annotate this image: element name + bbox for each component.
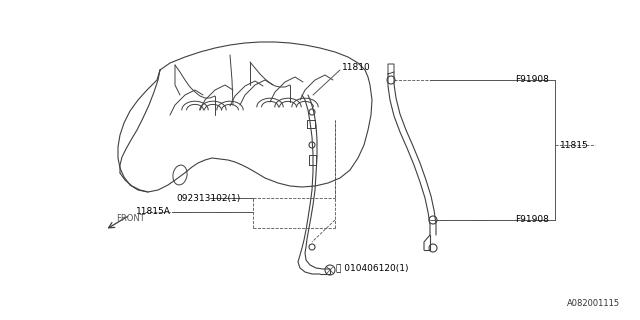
Text: Ⓑ 010406120(1): Ⓑ 010406120(1) xyxy=(336,263,408,273)
Text: A082001115: A082001115 xyxy=(567,299,620,308)
Text: 092313102(1): 092313102(1) xyxy=(176,194,240,203)
Text: 11815A: 11815A xyxy=(136,207,171,217)
Text: F91908: F91908 xyxy=(515,215,549,225)
Text: 11810: 11810 xyxy=(342,63,371,73)
Text: 11815: 11815 xyxy=(560,140,589,149)
Text: F91908: F91908 xyxy=(515,76,549,84)
Text: FRONT: FRONT xyxy=(116,214,145,223)
